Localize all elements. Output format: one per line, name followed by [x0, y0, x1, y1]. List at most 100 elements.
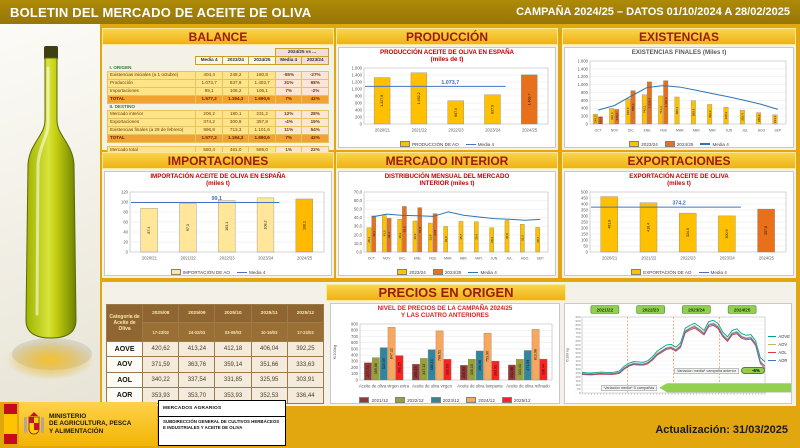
svg-text:180,8: 180,8	[598, 116, 602, 124]
svg-text:392,4: 392,4	[610, 112, 614, 120]
svg-text:742,1: 742,1	[642, 105, 646, 113]
svg-text:250: 250	[581, 220, 589, 225]
svg-text:2022/23: 2022/23	[680, 256, 696, 261]
svg-text:450: 450	[575, 355, 580, 359]
svg-text:1.600: 1.600	[352, 66, 363, 71]
svg-text:2022/23: 2022/23	[219, 256, 235, 261]
svg-text:0: 0	[126, 250, 129, 255]
svg-text:461,8: 461,8	[607, 220, 611, 229]
svg-text:35,7: 35,7	[459, 234, 463, 240]
table-row: AOVE 420,62 413,24 412,18 406,04 392,25	[105, 340, 325, 358]
olive-oil-bottle-image	[0, 24, 100, 402]
svg-text:OCT: OCT	[595, 129, 602, 133]
variation-5camp-badge: ▼ -36,2%	[659, 383, 791, 393]
svg-text:357,8: 357,8	[764, 226, 768, 235]
svg-text:850: 850	[575, 323, 580, 327]
svg-text:800: 800	[581, 90, 589, 95]
table-row: AOV 371,59 363,76 359,14 351,66 333,63	[105, 356, 325, 373]
svg-text:0: 0	[586, 122, 589, 127]
svg-text:370,3: 370,3	[615, 113, 619, 121]
table-row: Media 4 2023/24 2024/25 Media 4 2023/24	[108, 55, 329, 65]
svg-text:2024/25: 2024/25	[297, 256, 313, 261]
price-table: Categoría de Aceite de Oliva 2025/08 2025/…	[105, 303, 325, 404]
table-row: TOTAL 1.577,2 1.194,3 1.690,6 7% 42%	[106, 94, 329, 104]
svg-text:50: 50	[577, 387, 581, 391]
svg-text:347,13: 347,13	[422, 364, 426, 375]
svg-text:589,4: 589,4	[691, 108, 695, 116]
table-row: II. DESTINO	[109, 103, 136, 109]
svg-text:667,0: 667,0	[454, 108, 458, 117]
svg-text:JUN.: JUN.	[491, 257, 499, 261]
svg-text:950: 950	[575, 315, 580, 319]
precios-series-chart: 0 50 100 150 200 250 300 350 400 450 500 550 600 650 7…	[564, 303, 792, 404]
svg-text:248,2: 248,2	[593, 115, 597, 123]
svg-text:MAR.: MAR.	[444, 257, 453, 261]
svg-text:1.403,7: 1.403,7	[527, 94, 531, 106]
svg-text:87,4: 87,4	[147, 227, 151, 234]
svg-text:392,25: 392,25	[398, 363, 402, 374]
svg-text:NOV.: NOV.	[383, 257, 391, 261]
svg-text:474,59: 474,59	[526, 360, 530, 371]
svg-text:DIC: DIC	[628, 129, 634, 133]
precios-section-title: PRECIOS EN ORIGEN	[326, 284, 566, 301]
svg-text:OCT.: OCT.	[368, 257, 376, 261]
svg-text:374,2: 374,2	[672, 201, 686, 207]
svg-text:640,8: 640,8	[626, 107, 630, 115]
svg-text:38,2: 38,2	[398, 233, 402, 239]
svg-text:50: 50	[583, 244, 588, 249]
svg-text:300: 300	[351, 359, 359, 364]
svg-text:350: 350	[575, 363, 580, 367]
svg-text:200: 200	[351, 365, 359, 370]
svg-text:600: 600	[581, 98, 589, 103]
svg-text:106,1: 106,1	[302, 221, 306, 230]
svg-text:713,3: 713,3	[659, 106, 663, 114]
svg-text:ABR: ABR	[693, 129, 701, 133]
svg-text:600: 600	[351, 340, 359, 345]
table-row: 17-23/02 24-02/03 03-09/03 10-16/03 17-23/03	[107, 322, 325, 342]
produccion-section-title: PRODUCCIÓN	[336, 28, 558, 45]
table-row: Producción 1.073,7 837,9 1.403,7 31% 68%	[106, 79, 329, 88]
svg-text:2021/22: 2021/22	[641, 256, 657, 261]
svg-text:336,44: 336,44	[542, 364, 546, 375]
exportaciones-section-title: EXPORTACIONES	[562, 152, 796, 169]
svg-text:150: 150	[581, 232, 589, 237]
svg-text:AGO: AGO	[758, 129, 766, 133]
svg-text:42,1: 42,1	[372, 231, 376, 237]
svg-text:35,4: 35,4	[474, 234, 478, 240]
table-row: Existencias finales (a 28 de febrero) 996…	[106, 125, 329, 135]
svg-text:50,0: 50,0	[354, 207, 363, 212]
svg-text:303,91: 303,91	[494, 365, 498, 376]
importaciones-panel: IMPORTACIONES IMPORTACIÓN ACEITE DE OLIV…	[102, 152, 334, 278]
svg-text:FEB: FEB	[660, 129, 667, 133]
svg-text:28,3: 28,3	[490, 237, 494, 243]
mercado-interior-section-title: MERCADO INTERIOR	[336, 152, 558, 169]
header-bar: BOLETIN DEL MERCADO DE ACEITE DE OLIVA C…	[0, 0, 800, 24]
table-row: TOTAL 1.577,2 1.194,3 1.690,6 7% 42%	[106, 133, 329, 143]
svg-text:ENE: ENE	[644, 129, 652, 133]
svg-text:39,3: 39,3	[387, 232, 391, 238]
spain-flag	[4, 404, 17, 444]
exportaciones-panel: EXPORTACIONES EXPORTACIÓN ACEITE DE OLIV…	[562, 152, 796, 278]
svg-text:JUL.: JUL.	[506, 257, 513, 261]
importaciones-section-title: IMPORTACIONES	[102, 152, 334, 169]
svg-text:99,1: 99,1	[211, 196, 222, 202]
ministry-name: MINISTERIO DE AGRICULTURA, PESCA Y ALIME…	[49, 412, 132, 435]
svg-text:333,63: 333,63	[446, 364, 450, 375]
produccion-panel: PRODUCCIÓN PRODUCCIÓN ACEITE DE OLIVA EN…	[336, 28, 558, 150]
svg-text:289,0: 289,0	[757, 114, 761, 122]
svg-text:NOV: NOV	[611, 129, 619, 133]
svg-text:JUN: JUN	[726, 129, 733, 133]
svg-text:32,3: 32,3	[520, 235, 524, 241]
svg-text:500: 500	[581, 190, 589, 195]
table-row: Exportaciones 374,2 300,9 357,8 -4% 19%	[106, 118, 329, 127]
svg-text:51,8: 51,8	[418, 227, 422, 233]
svg-text:600: 600	[355, 101, 363, 106]
svg-text:753,90: 753,90	[486, 351, 490, 362]
mercado-interior-panel: MERCADO INTERIOR DISTRIBUCIÓN MENSUAL DE…	[336, 152, 558, 278]
existencias-section-title: EXISTENCIAS	[562, 28, 796, 45]
svg-text:234,1: 234,1	[773, 115, 777, 123]
svg-text:837,9: 837,9	[491, 105, 495, 114]
svg-text:1.069,4: 1.069,4	[647, 98, 651, 108]
svg-text:60: 60	[123, 220, 128, 225]
svg-text:788,51: 788,51	[438, 350, 442, 361]
